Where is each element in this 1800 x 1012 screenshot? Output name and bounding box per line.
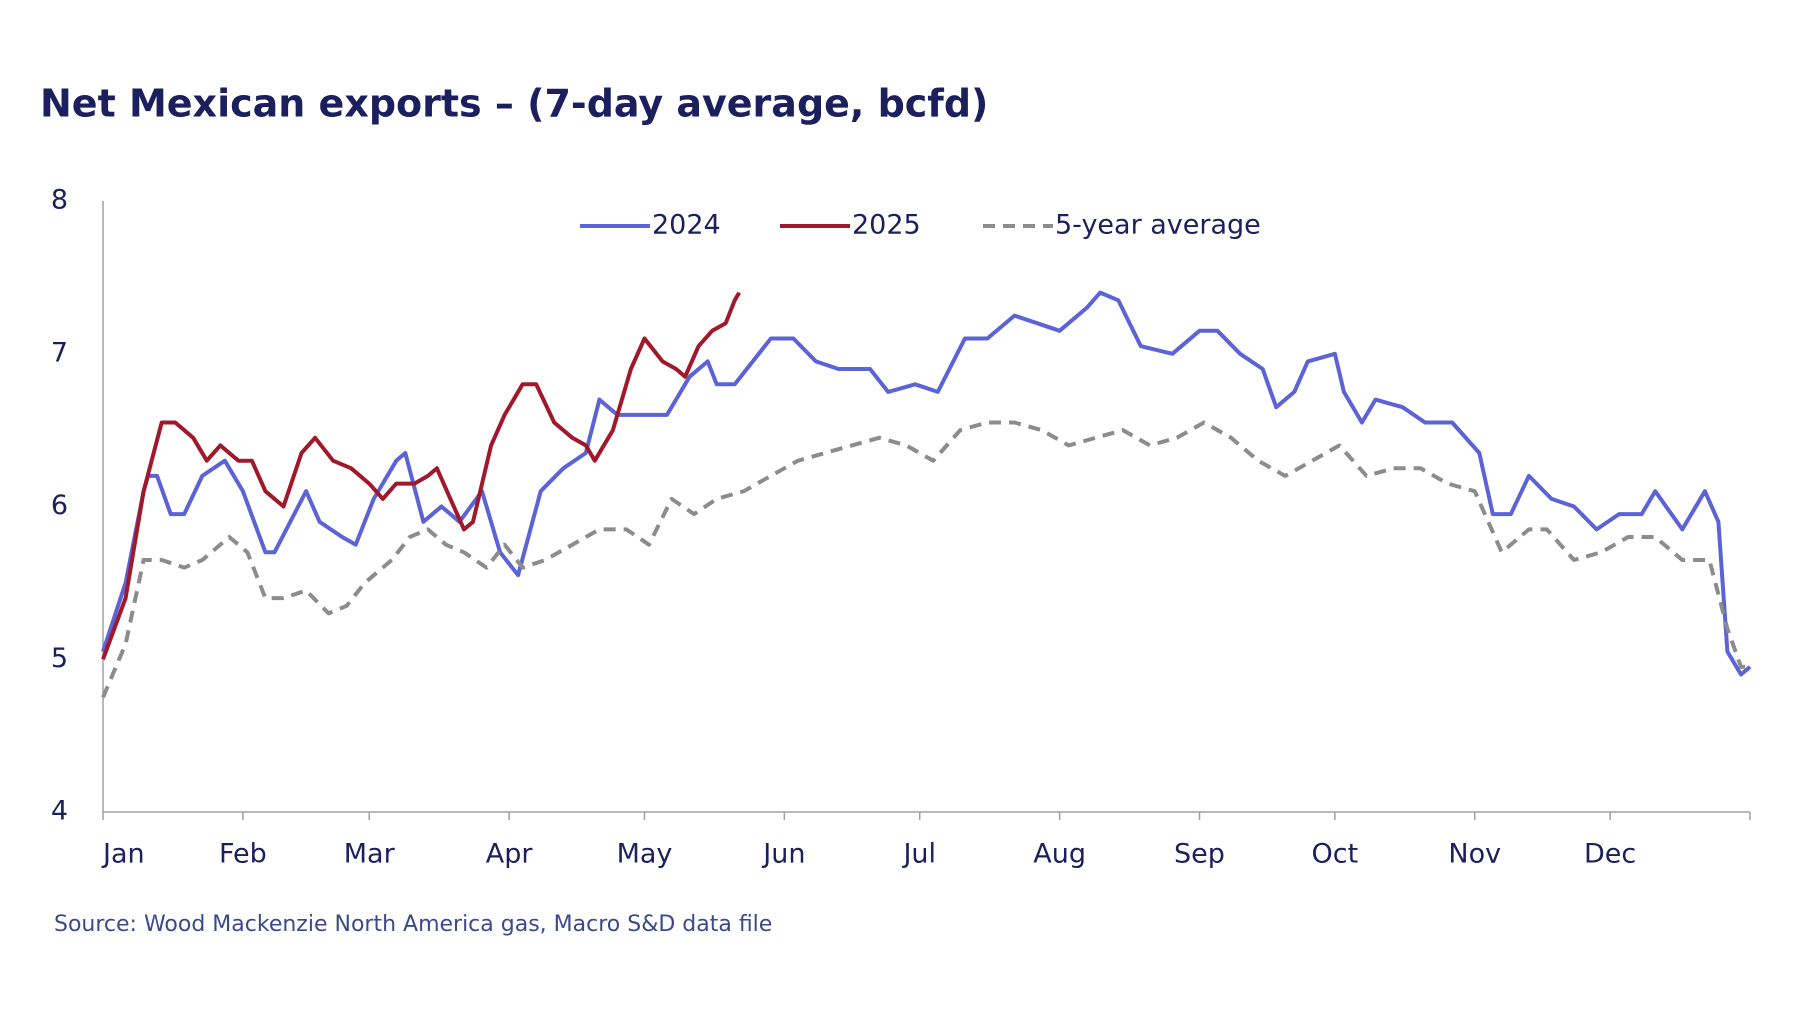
- x-tick-label: Sep: [1174, 839, 1225, 870]
- y-tick-label: 8: [51, 185, 68, 216]
- x-tick-label: Apr: [486, 839, 534, 870]
- x-tick-label: Nov: [1448, 839, 1501, 870]
- x-tick-label: Aug: [1033, 839, 1086, 870]
- x-tick-label: May: [617, 839, 673, 870]
- legend-label: 5-year average: [1055, 210, 1261, 241]
- series-line: [101, 291, 741, 660]
- series-line: [101, 290, 1752, 677]
- y-tick-label: 7: [51, 337, 68, 368]
- legend-label: 2025: [852, 210, 921, 241]
- x-tick-label: Feb: [219, 839, 267, 870]
- y-tick-label: 5: [51, 643, 68, 674]
- series-line: [101, 420, 1750, 699]
- x-tick-label: Dec: [1584, 839, 1636, 870]
- x-tick-label: Jan: [101, 839, 145, 870]
- chart-title: Net Mexican exports – (7-day average, bc…: [40, 82, 988, 126]
- y-tick-label: 6: [51, 490, 68, 521]
- y-tick-label: 4: [51, 796, 68, 827]
- legend-label: 2024: [652, 210, 721, 241]
- source-note: Source: Wood Mackenzie North America gas…: [54, 912, 772, 937]
- x-tick-label: Mar: [344, 839, 396, 870]
- x-tick-label: Oct: [1312, 839, 1359, 870]
- x-tick-label: Jul: [901, 839, 936, 870]
- x-tick-label: Jun: [761, 839, 805, 870]
